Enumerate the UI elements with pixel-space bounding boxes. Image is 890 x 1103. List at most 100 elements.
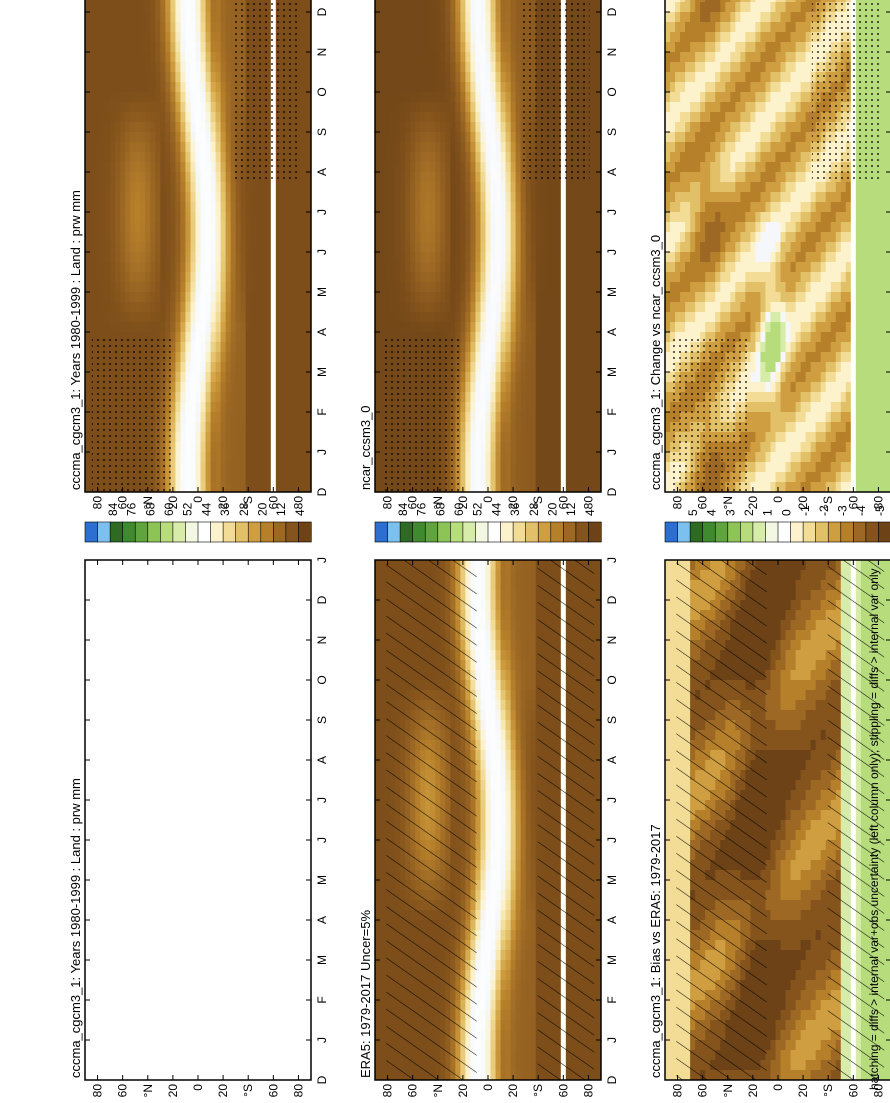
heatmap-cell <box>150 789 156 800</box>
heatmap-cell <box>521 899 527 910</box>
heatmap-cell <box>130 1039 136 1050</box>
heatmap-cell <box>266 599 272 610</box>
heatmap-cell <box>190 1039 196 1050</box>
heatmap-cell <box>261 609 267 620</box>
y-tick-label: 80 <box>381 1084 395 1098</box>
heatmap-cell <box>125 929 131 940</box>
heatmap-cell <box>480 779 486 790</box>
heatmap-cell <box>115 1009 121 1020</box>
heatmap-cell <box>120 639 126 650</box>
heatmap-cell <box>501 759 507 770</box>
heatmap-cell <box>241 989 247 1000</box>
heatmap-cell <box>286 779 292 790</box>
hatching-overlay <box>96 560 186 1080</box>
heatmap-cell <box>120 809 126 820</box>
heatmap-cell <box>251 799 257 810</box>
heatmap-cell <box>105 859 111 870</box>
heatmap-cell <box>526 649 532 660</box>
heatmap-cell <box>221 679 227 690</box>
heatmap-cell <box>105 929 111 940</box>
heatmap-cell <box>276 1039 282 1050</box>
heatmap-cell <box>95 719 101 730</box>
heatmap-cell <box>190 729 196 740</box>
heatmap-cell <box>266 939 272 950</box>
heatmap-cell <box>206 559 212 570</box>
heatmap-cell <box>211 759 217 770</box>
heatmap-cell <box>130 649 136 660</box>
heatmap-cell <box>511 839 517 850</box>
heatmap-cell <box>185 969 191 980</box>
heatmap-cell <box>140 1019 146 1030</box>
heatmap-cell <box>140 939 146 950</box>
heatmap-cell <box>190 629 196 640</box>
heatmap-cell <box>291 949 297 960</box>
heatmap-cell <box>120 599 126 610</box>
heatmap-cell <box>175 1009 181 1020</box>
heatmap-cell <box>256 969 262 980</box>
heatmap-cell <box>150 879 156 890</box>
heatmap-cell <box>221 989 227 1000</box>
heatmap-cell <box>145 809 151 820</box>
heatmap-cell <box>125 979 131 990</box>
heatmap-cell <box>266 759 272 770</box>
heatmap-cell <box>185 1069 191 1080</box>
heatmap-cell <box>491 709 497 720</box>
heatmap-cell <box>480 939 486 950</box>
heatmap-cell <box>216 699 222 710</box>
heatmap-cell <box>105 779 111 790</box>
heatmap-cell <box>286 819 292 830</box>
heatmap-cell <box>271 969 277 980</box>
heatmap-cell <box>150 999 156 1010</box>
y-tick-label: 20 <box>216 1084 230 1098</box>
heatmap-cell <box>140 1059 146 1070</box>
heatmap-cell <box>105 909 111 920</box>
heatmap-cell <box>155 589 161 600</box>
heatmap-cell <box>140 959 146 970</box>
heatmap-cell <box>521 769 527 780</box>
heatmap-cell <box>261 869 267 880</box>
heatmap-cell <box>90 769 96 780</box>
heatmap-cell <box>175 959 181 970</box>
heatmap-cell <box>85 689 91 700</box>
heatmap-cell <box>485 769 491 780</box>
heatmap-cell <box>165 769 171 780</box>
heatmap-cell <box>185 839 191 850</box>
heatmap-cell <box>261 959 267 970</box>
heatmap-cell <box>135 759 141 770</box>
heatmap-cell <box>221 699 227 710</box>
heatmap-cell <box>480 1009 486 1020</box>
heatmap-cell <box>130 679 136 690</box>
heatmap-cell <box>165 579 171 590</box>
heatmap-cell <box>160 879 166 890</box>
heatmap-cell <box>261 569 267 580</box>
heatmap-cell <box>296 739 302 750</box>
heatmap-cell <box>291 989 297 1000</box>
heatmap-cell <box>506 1019 512 1030</box>
heatmap-cell <box>506 1029 512 1040</box>
heatmap-cell <box>155 629 161 640</box>
heatmap-cell <box>516 969 522 980</box>
heatmap-cell <box>271 889 277 900</box>
heatmap-cell <box>511 979 517 990</box>
heatmap-cell <box>281 909 287 920</box>
heatmap-cell <box>526 989 532 1000</box>
heatmap-cell <box>276 1059 282 1070</box>
heatmap-cell <box>85 1049 91 1060</box>
heatmap-cell <box>90 739 96 750</box>
heatmap-cell <box>135 819 141 830</box>
heatmap-cell <box>511 829 517 840</box>
heatmap-cell <box>135 779 141 790</box>
heatmap-cell <box>236 849 242 860</box>
heatmap-cell <box>160 819 166 830</box>
heatmap-cell <box>165 749 171 760</box>
heatmap-cell <box>125 729 131 740</box>
heatmap-cell <box>375 839 381 850</box>
heatmap-cell <box>100 879 106 890</box>
heatmap-cell <box>521 609 527 620</box>
heatmap-cell <box>380 869 386 880</box>
heatmap-cell <box>211 749 217 760</box>
heatmap-cell <box>496 959 502 970</box>
heatmap-cell <box>271 599 277 610</box>
heatmap-cell <box>266 1059 272 1070</box>
